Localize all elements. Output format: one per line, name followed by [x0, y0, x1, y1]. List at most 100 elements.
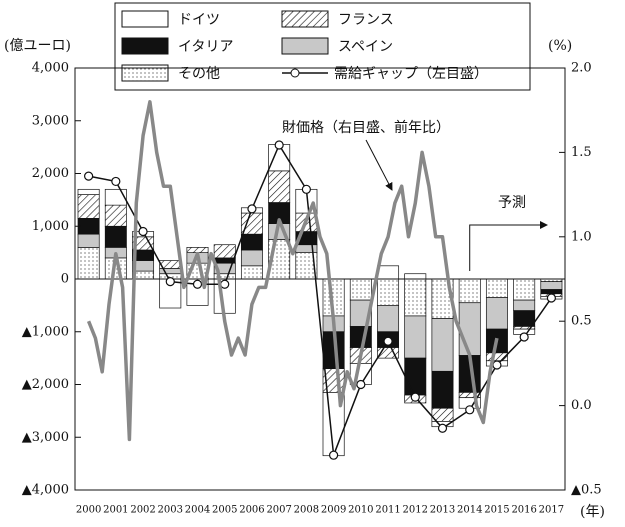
legend-swatch [121, 64, 169, 82]
legend-swatch [281, 37, 329, 55]
bar-segment [186, 247, 209, 253]
annotation-arrow [365, 139, 393, 191]
x-tick-label: 2006 [239, 505, 264, 516]
legend-label: スペイン [338, 39, 393, 55]
bar-segment [213, 244, 236, 259]
gap-marker [329, 450, 339, 460]
bar-segment [404, 273, 427, 280]
price-annotation: 財価格（右目盛、前年比） [282, 119, 450, 136]
gap-marker [410, 392, 420, 402]
price-line [86, 100, 499, 442]
bar-segment [377, 278, 400, 306]
gap-marker [519, 332, 529, 342]
gap-marker [383, 336, 393, 346]
bar-segment [240, 265, 263, 280]
y-tick-label: ▲1,000 [22, 324, 69, 339]
x-tick-label: 2012 [403, 505, 428, 516]
bar-segment [77, 217, 100, 235]
bar-segment [485, 278, 508, 298]
x-tick-label: 2016 [511, 505, 536, 516]
bar-segment [77, 247, 100, 280]
y2-tick-label: 0.0 [571, 398, 592, 413]
y-tick-label: 1,000 [32, 219, 69, 234]
y-tick-label: ▲2,000 [22, 377, 69, 392]
bar-segment [377, 305, 400, 333]
gap-marker [84, 171, 94, 181]
y2-tick-label: 0.5 [571, 314, 592, 329]
x-tick-label: 2001 [103, 505, 128, 516]
legend-swatch [290, 68, 300, 78]
bar-segment [540, 281, 563, 290]
legend-label: ドイツ [178, 12, 220, 28]
y-tick-label: ▲3,000 [22, 430, 69, 445]
bar-segment [458, 278, 481, 304]
bar-segment [240, 233, 263, 251]
legend-label: フランス [338, 12, 394, 28]
bar-segment [513, 278, 536, 301]
bar-segment [77, 194, 100, 219]
x-unit: (年) [580, 504, 605, 520]
bar-segment [540, 289, 563, 295]
bar-segment [513, 299, 536, 312]
x-tick-label: 2005 [212, 505, 237, 516]
forecast-label: 予測 [498, 195, 526, 211]
x-tick-label: 2004 [185, 505, 210, 516]
x-tick-label: 2007 [266, 505, 291, 516]
y-tick-label: 4,000 [32, 61, 69, 76]
bar-segment [377, 347, 400, 359]
bar-segment [404, 278, 427, 317]
bar-segment [485, 297, 508, 330]
bar-segment [268, 170, 291, 203]
gap-marker [356, 379, 366, 390]
bar-segment [295, 244, 318, 253]
legend-swatch [121, 37, 169, 55]
gap-marker [138, 226, 148, 237]
x-tick-label: 2014 [457, 505, 482, 516]
gap-marker [247, 204, 257, 214]
gap-line [88, 143, 553, 456]
x-tick-label: 2009 [321, 505, 346, 516]
y-tick-label: 0 [61, 272, 69, 287]
bar-segment [104, 204, 127, 227]
x-tick-label: 2010 [348, 505, 373, 516]
y-tick-label: 3,000 [32, 113, 69, 128]
y2-tick-label: 1.0 [571, 229, 592, 244]
bar-segment [349, 278, 372, 301]
x-tick-label: 2002 [130, 505, 155, 516]
y-unit: (億ユーロ) [4, 38, 71, 54]
bar-segment [458, 302, 481, 356]
legend-swatch [121, 10, 169, 28]
gap-marker [220, 279, 230, 289]
legend-label: 需給ギャップ（左目盛） [334, 66, 488, 82]
bar-segment [404, 357, 427, 396]
bar-segment [431, 318, 454, 372]
y-tick-label: 2,000 [32, 166, 69, 181]
gap-marker [465, 405, 475, 415]
bar-segment [77, 233, 100, 248]
x-tick-label: 2013 [430, 505, 455, 516]
y2-unit: (%) [548, 38, 572, 54]
bar-segment [104, 225, 127, 248]
gap-marker [165, 277, 175, 287]
bar-segment [513, 310, 536, 327]
x-tick-label: 2008 [294, 505, 319, 516]
bar-segment [104, 188, 127, 206]
x-tick-label: 2015 [484, 505, 509, 516]
legend-label: その他 [178, 66, 220, 82]
gap-marker [192, 279, 203, 289]
legend-label: イタリア [178, 39, 233, 55]
x-tick-label: 2011 [375, 505, 400, 516]
gap-marker [111, 176, 121, 187]
bar-segment [349, 326, 372, 348]
y-tick-label: ▲4,000 [22, 483, 69, 498]
gap-marker [301, 184, 311, 194]
gap-marker [492, 360, 502, 370]
gap-marker [437, 423, 448, 433]
bar-segment [431, 370, 454, 409]
y2-tick-label: 2.0 [571, 61, 592, 76]
bar-segment [377, 265, 400, 280]
forecast-arrow [469, 221, 548, 271]
gap-marker [546, 293, 556, 303]
gap-marker [274, 140, 284, 150]
